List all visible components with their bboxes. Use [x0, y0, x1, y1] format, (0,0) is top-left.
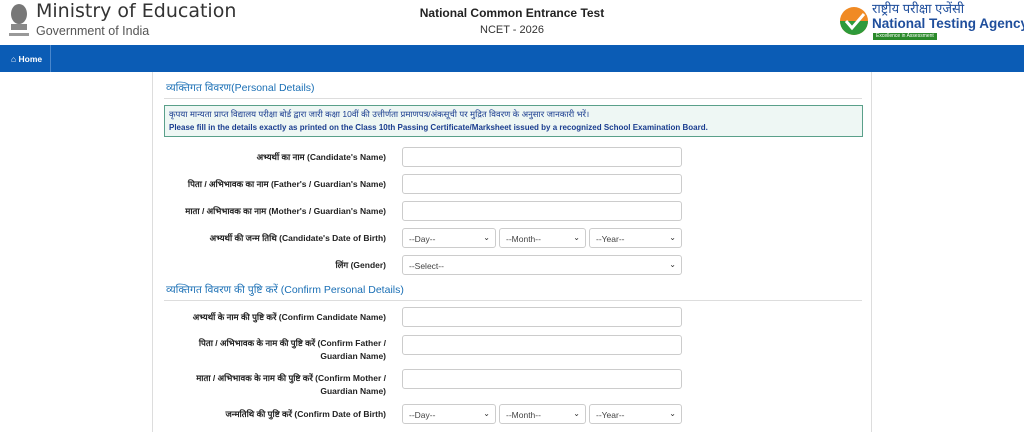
form-panel — [152, 72, 872, 432]
ministry-title: Ministry of Education — [36, 0, 237, 22]
month-value: --Month-- — [506, 234, 541, 244]
national-emblem-icon — [9, 4, 29, 36]
confirm-mother-label: माता / अभिभावक के नाम की पुष्टि करें (Co… — [196, 372, 386, 398]
dob-label: अभ्यर्थी की जन्म तिथि (Candidate's Date … — [209, 233, 386, 243]
home-label: Home — [18, 54, 43, 64]
dob-month-select[interactable]: --Month-- ⌄ — [499, 228, 586, 248]
chevron-down-icon: ⌄ — [669, 260, 676, 269]
government-subtitle: Government of India — [36, 24, 150, 38]
nta-tagline: Excellence in Assessment — [873, 33, 937, 40]
chevron-down-icon: ⌄ — [573, 409, 580, 418]
confirm-father-label: पिता / अभिभावक के नाम की पुष्टि करें (Co… — [199, 337, 386, 363]
candidate-name-label: अभ्यर्थी का नाम (Candidate's Name) — [256, 152, 386, 162]
note-english: Please fill in the details exactly as pr… — [169, 123, 708, 132]
confirm-dob-day-select[interactable]: --Day-- ⌄ — [402, 404, 496, 424]
confirm-dob-month-select[interactable]: --Month-- ⌄ — [499, 404, 586, 424]
label-line: Guardian Name) — [320, 386, 386, 396]
note-hindi: कृपया मान्यता प्राप्त विद्यालय परीक्षा ब… — [169, 109, 590, 119]
mother-name-input[interactable] — [402, 201, 682, 221]
nav-bar: ⌂ Home — [0, 45, 1024, 72]
label-line: माता / अभिभावक के नाम की पुष्टि करें (Co… — [196, 373, 386, 383]
candidate-name-input[interactable] — [402, 147, 682, 167]
day-value: --Day-- — [409, 234, 436, 244]
chevron-down-icon: ⌄ — [483, 409, 490, 418]
nta-hindi-name: राष्ट्रीय परीक्षा एजेंसी — [872, 1, 965, 16]
label-line: पिता / अभिभावक के नाम की पुष्टि करें (Co… — [198, 338, 386, 348]
exam-code: NCET - 2026 — [480, 24, 544, 36]
day-value: --Day-- — [409, 410, 436, 420]
confirm-dob-label: जन्मतिथि की पुष्टि करें (Confirm Date of… — [225, 409, 386, 419]
dob-year-select[interactable]: --Year-- ⌄ — [589, 228, 682, 248]
divider — [164, 98, 862, 99]
chevron-down-icon: ⌄ — [669, 233, 676, 242]
mother-name-label: माता / अभिभावक का नाम (Mother's / Guardi… — [185, 206, 386, 216]
nav-home-link[interactable]: ⌂ Home — [0, 45, 51, 72]
gender-label: लिंग (Gender) — [335, 260, 386, 270]
year-value: --Year-- — [596, 234, 625, 244]
nta-name: National Testing Agency — [872, 16, 1024, 31]
nta-logo-icon — [840, 7, 868, 35]
father-name-label: पिता / अभिभावक का नाम (Father's / Guardi… — [187, 179, 386, 189]
chevron-down-icon: ⌄ — [573, 233, 580, 242]
divider — [164, 300, 862, 301]
home-icon: ⌂ — [11, 54, 19, 64]
personal-details-heading: व्यक्तिगत विवरण(Personal Details) — [166, 82, 315, 94]
gender-select[interactable]: --Select-- ⌄ — [402, 255, 682, 275]
dob-day-select[interactable]: --Day-- ⌄ — [402, 228, 496, 248]
exam-title: National Common Entrance Test — [419, 6, 605, 20]
instruction-note: कृपया मान्यता प्राप्त विद्यालय परीक्षा ब… — [164, 105, 863, 137]
father-name-input[interactable] — [402, 174, 682, 194]
confirm-name-input[interactable] — [402, 307, 682, 327]
confirm-mother-input[interactable] — [402, 369, 682, 389]
header: Ministry of Education Government of Indi… — [0, 0, 1024, 45]
confirm-details-heading: व्यक्तिगत विवरण की पुष्टि करें (Confirm … — [166, 284, 404, 296]
confirm-name-label: अभ्यर्थी के नाम की पुष्टि करें (Confirm … — [192, 312, 386, 322]
year-value: --Year-- — [596, 410, 625, 420]
chevron-down-icon: ⌄ — [483, 233, 490, 242]
month-value: --Month-- — [506, 410, 541, 420]
gender-value: --Select-- — [409, 261, 444, 271]
confirm-father-input[interactable] — [402, 335, 682, 355]
label-line: Guardian Name) — [320, 351, 386, 361]
confirm-dob-year-select[interactable]: --Year-- ⌄ — [589, 404, 682, 424]
chevron-down-icon: ⌄ — [669, 409, 676, 418]
